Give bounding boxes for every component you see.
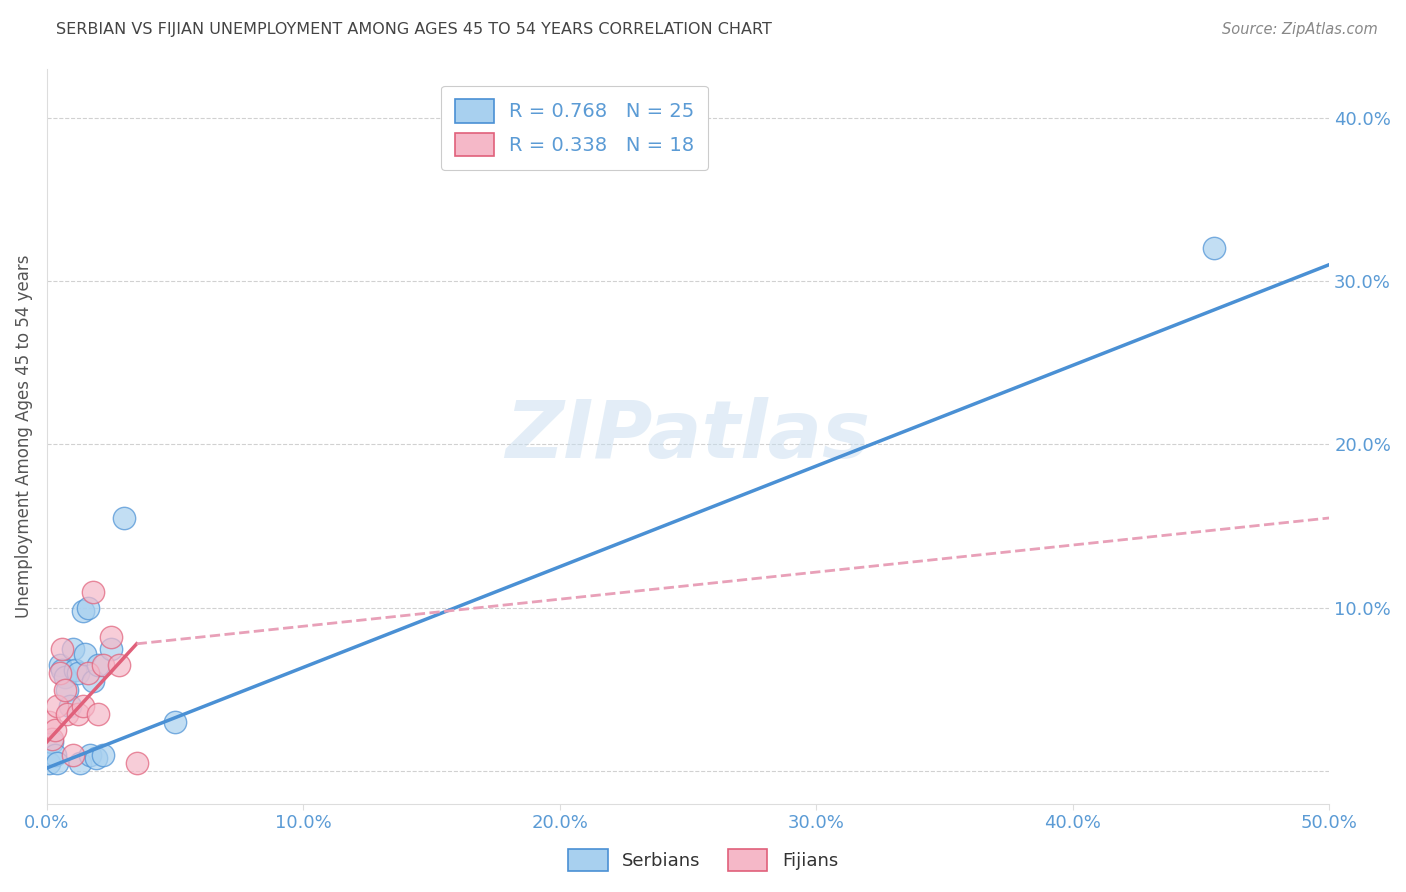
Point [91, 658, 114, 673]
Point [66, 707, 89, 722]
Point [51, 641, 73, 656]
Point [1202, 241, 1225, 255]
Point [62, 747, 84, 762]
Point [44, 747, 66, 762]
Point [46, 698, 69, 713]
Point [91, 747, 114, 762]
Point [84, 751, 107, 765]
Point [75, 647, 97, 661]
Point [72, 698, 94, 713]
Point [72, 604, 94, 618]
Point [87, 707, 110, 722]
Legend: Serbians, Fijians: Serbians, Fijians [561, 842, 845, 879]
Point [56, 682, 79, 697]
Point [77, 666, 100, 681]
Point [82, 674, 104, 689]
Point [53, 669, 76, 683]
Point [44, 723, 66, 738]
Point [112, 511, 135, 525]
Point [69, 756, 91, 771]
Point [63, 663, 86, 677]
Point [46, 756, 69, 771]
Text: SERBIAN VS FIJIAN UNEMPLOYMENT AMONG AGES 45 TO 54 YEARS CORRELATION CHART: SERBIAN VS FIJIAN UNEMPLOYMENT AMONG AGE… [56, 22, 772, 37]
Point [165, 715, 187, 730]
Point [53, 682, 76, 697]
Point [107, 658, 129, 673]
Text: Source: ZipAtlas.com: Source: ZipAtlas.com [1222, 22, 1378, 37]
Point [125, 756, 148, 771]
Point [51, 663, 73, 677]
Point [62, 641, 84, 656]
Text: ZIPatlas: ZIPatlas [506, 397, 870, 475]
Point [59, 698, 82, 713]
Point [82, 584, 104, 599]
Point [87, 658, 110, 673]
Point [79, 747, 101, 762]
Point [66, 666, 89, 681]
Point [41, 731, 63, 746]
Point [100, 630, 122, 644]
Point [41, 735, 63, 749]
Y-axis label: Unemployment Among Ages 45 to 54 years: Unemployment Among Ages 45 to 54 years [15, 254, 32, 618]
Point [77, 600, 100, 615]
Legend: R = 0.768   N = 25, R = 0.338   N = 18: R = 0.768 N = 25, R = 0.338 N = 18 [441, 86, 709, 170]
Point [100, 641, 122, 656]
Point [56, 707, 79, 722]
Point [48, 666, 70, 681]
Point [38, 715, 60, 730]
Point [38, 756, 60, 771]
Point [48, 658, 70, 673]
